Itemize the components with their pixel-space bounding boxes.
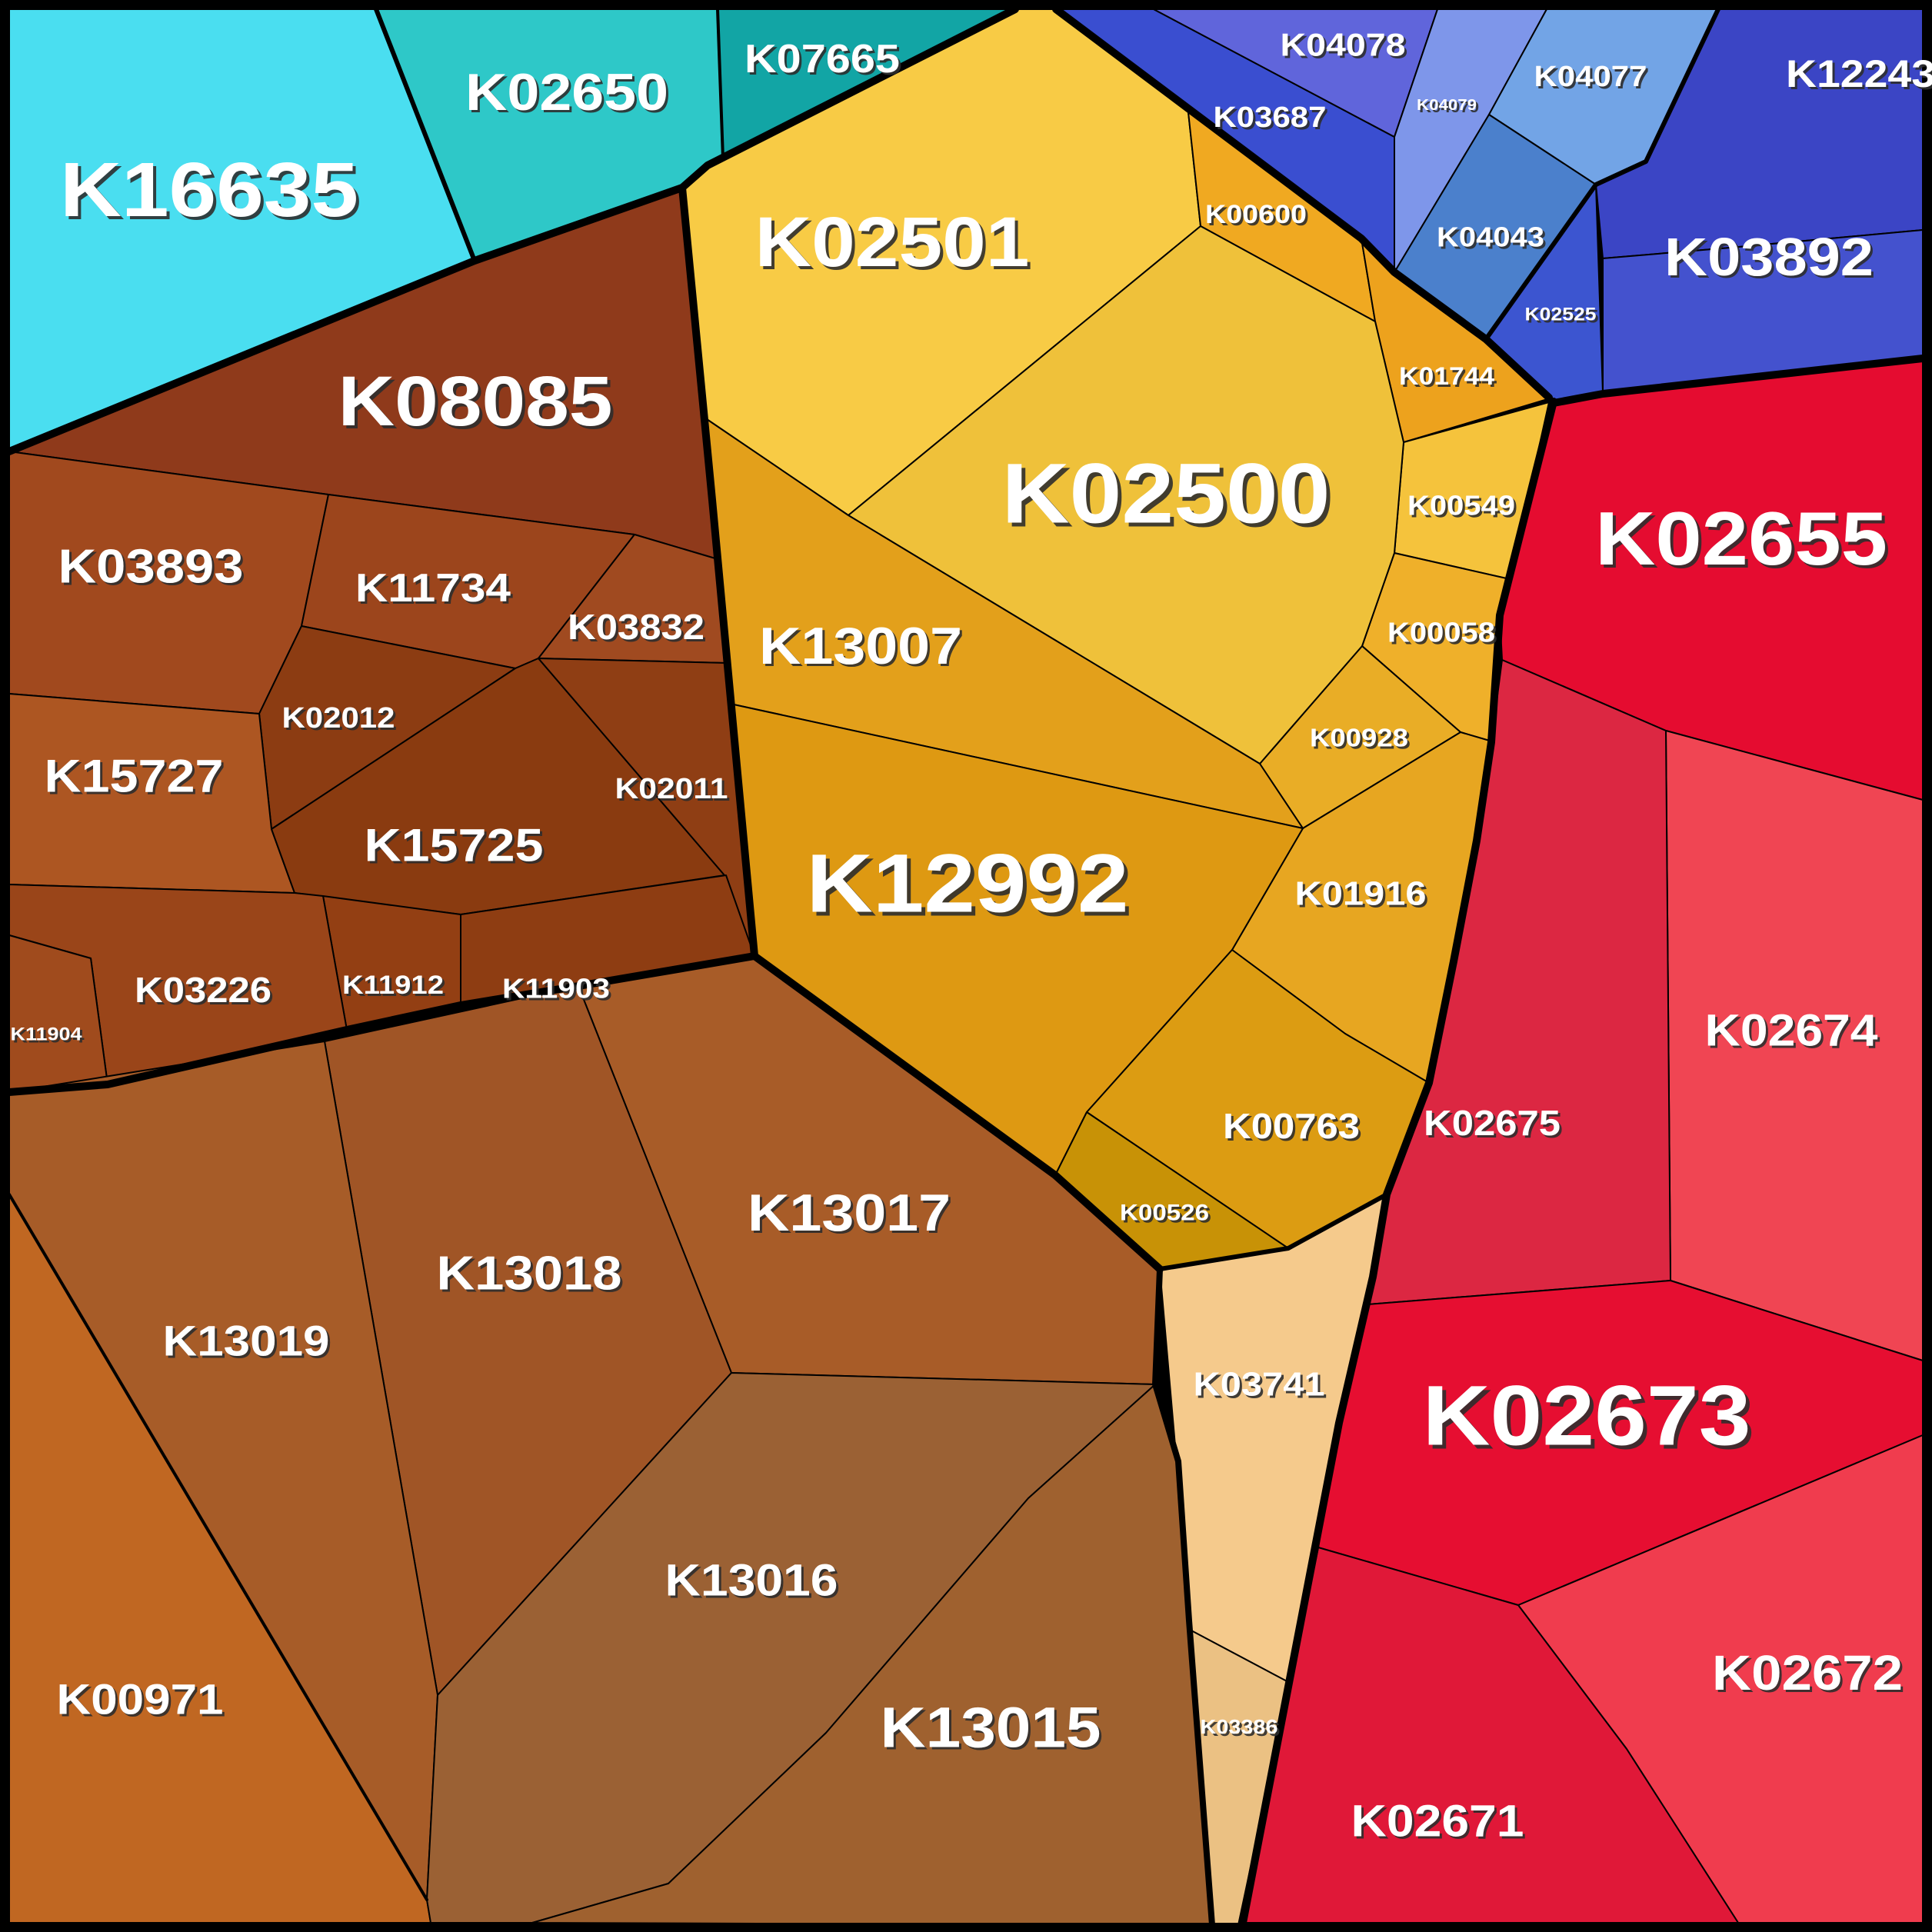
svg-text:K03687: K03687 [1214, 102, 1327, 134]
svg-text:K02655: K02655 [1595, 496, 1887, 581]
svg-text:K02671: K02671 [1351, 1797, 1524, 1847]
svg-text:K04043: K04043 [1437, 222, 1544, 253]
svg-text:K11903: K11903 [502, 973, 610, 1004]
svg-text:K13007: K13007 [761, 619, 964, 678]
svg-text:K02673: K02673 [1427, 1373, 1755, 1467]
svg-text:K00526: K00526 [1120, 1201, 1209, 1226]
svg-text:K00928: K00928 [1310, 724, 1408, 752]
svg-text:K03741: K03741 [1194, 1366, 1325, 1404]
svg-text:K11912: K11912 [342, 971, 444, 1000]
svg-text:K00971: K00971 [59, 1677, 226, 1726]
svg-text:K02525: K02525 [1525, 305, 1597, 325]
svg-text:K02672: K02672 [1712, 1645, 1903, 1700]
svg-text:K11912: K11912 [345, 973, 446, 1002]
svg-text:K13019: K13019 [165, 1319, 332, 1367]
svg-text:K11734: K11734 [355, 566, 511, 611]
svg-text:K12243: K12243 [1786, 52, 1932, 95]
svg-text:K12992: K12992 [811, 841, 1133, 934]
svg-text:K04078: K04078 [1283, 29, 1408, 65]
svg-text:K13018: K13018 [437, 1247, 622, 1301]
svg-text:K03687: K03687 [1216, 104, 1329, 136]
svg-text:K11734: K11734 [358, 568, 513, 613]
svg-text:K02674: K02674 [1705, 1006, 1878, 1056]
svg-text:K02650: K02650 [465, 63, 668, 122]
svg-text:K15725: K15725 [367, 822, 546, 874]
svg-text:K12243: K12243 [1788, 55, 1932, 98]
svg-text:K00600: K00600 [1208, 202, 1309, 232]
svg-text:K03832: K03832 [570, 609, 707, 649]
svg-text:K03893: K03893 [61, 543, 246, 596]
svg-text:K00549: K00549 [1410, 492, 1517, 524]
svg-text:K00058: K00058 [1387, 617, 1495, 648]
svg-text:K02501: K02501 [755, 203, 1030, 281]
svg-text:K04079: K04079 [1419, 99, 1479, 116]
svg-text:K02012: K02012 [285, 705, 398, 737]
svg-text:K15725: K15725 [365, 820, 544, 871]
svg-text:K02500: K02500 [1006, 451, 1334, 545]
svg-text:K02501: K02501 [758, 206, 1033, 285]
svg-text:K00763: K00763 [1225, 1108, 1362, 1148]
svg-text:K02655: K02655 [1598, 499, 1890, 584]
svg-text:K16635: K16635 [63, 150, 361, 236]
svg-text:K16635: K16635 [60, 147, 358, 233]
svg-text:K11904: K11904 [11, 1024, 83, 1045]
svg-text:K13017: K13017 [750, 1186, 953, 1244]
svg-text:K02500: K02500 [1002, 447, 1331, 541]
svg-text:K02012: K02012 [282, 702, 395, 734]
svg-text:K13015: K13015 [881, 1696, 1101, 1760]
svg-text:K02011: K02011 [615, 773, 728, 805]
svg-text:K13016: K13016 [668, 1558, 841, 1608]
svg-text:K00971: K00971 [57, 1675, 224, 1724]
svg-text:K13018: K13018 [439, 1250, 625, 1303]
svg-text:K03226: K03226 [135, 970, 271, 1010]
svg-text:K13016: K13016 [665, 1556, 838, 1606]
svg-text:K02674: K02674 [1707, 1008, 1880, 1058]
svg-text:K00058: K00058 [1390, 619, 1497, 651]
svg-text:K02672: K02672 [1714, 1647, 1905, 1703]
svg-text:K03386: K03386 [1201, 1715, 1278, 1738]
svg-text:K12992: K12992 [807, 837, 1129, 930]
svg-text:K11903: K11903 [505, 975, 612, 1007]
svg-text:K02675: K02675 [1424, 1103, 1561, 1143]
svg-text:K04043: K04043 [1439, 224, 1547, 255]
svg-text:K01744: K01744 [1401, 365, 1497, 392]
svg-text:K01744: K01744 [1399, 362, 1494, 390]
svg-text:K13017: K13017 [748, 1184, 951, 1242]
svg-text:K13015: K13015 [883, 1698, 1104, 1762]
svg-text:K03226: K03226 [137, 972, 274, 1012]
svg-text:K01916: K01916 [1295, 875, 1427, 913]
svg-text:K07665: K07665 [744, 37, 900, 82]
svg-text:K03893: K03893 [58, 541, 244, 594]
svg-text:K02673: K02673 [1423, 1369, 1751, 1464]
svg-text:K04078: K04078 [1281, 27, 1406, 63]
svg-text:K02671: K02671 [1354, 1799, 1527, 1849]
svg-text:K02675: K02675 [1426, 1105, 1563, 1145]
svg-text:K03386: K03386 [1203, 1717, 1281, 1740]
svg-text:K15727: K15727 [45, 751, 224, 802]
svg-text:K00763: K00763 [1223, 1106, 1360, 1146]
svg-text:K03741: K03741 [1196, 1368, 1327, 1406]
svg-text:K02650: K02650 [468, 65, 671, 124]
svg-text:K04077: K04077 [1537, 63, 1650, 95]
svg-text:K13007: K13007 [759, 617, 962, 675]
svg-text:K00549: K00549 [1407, 490, 1515, 521]
svg-text:K08085: K08085 [338, 362, 613, 441]
svg-text:K04077: K04077 [1534, 61, 1647, 93]
svg-text:K13019: K13019 [163, 1317, 330, 1365]
svg-text:K02525: K02525 [1527, 307, 1599, 328]
svg-text:K00928: K00928 [1312, 726, 1411, 754]
svg-text:K00526: K00526 [1122, 1203, 1211, 1228]
svg-text:K02011: K02011 [618, 775, 731, 808]
svg-text:K01916: K01916 [1297, 878, 1429, 915]
svg-text:K07665: K07665 [747, 39, 902, 84]
svg-text:K04079: K04079 [1417, 97, 1477, 114]
svg-text:K03892: K03892 [1667, 229, 1876, 289]
svg-text:K15727: K15727 [47, 753, 226, 804]
svg-text:K11904: K11904 [13, 1027, 85, 1048]
svg-text:K00600: K00600 [1205, 200, 1307, 229]
svg-text:K03832: K03832 [568, 607, 705, 647]
svg-text:K08085: K08085 [341, 365, 616, 444]
svg-text:K03892: K03892 [1664, 227, 1874, 287]
